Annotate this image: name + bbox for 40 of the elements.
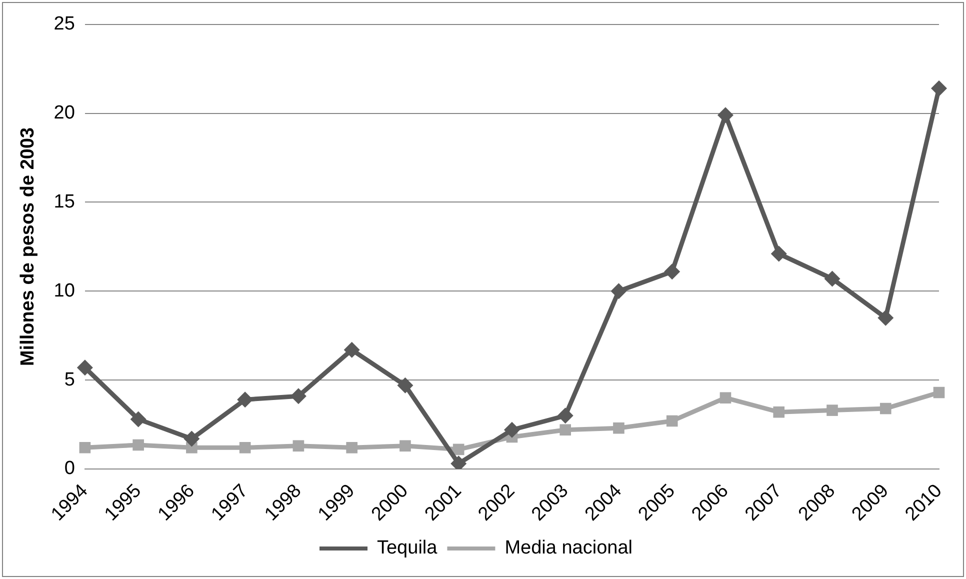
point [452, 444, 464, 456]
point [824, 270, 840, 287]
point [292, 440, 304, 452]
point [770, 246, 787, 262]
point [666, 415, 678, 427]
point [560, 424, 572, 436]
point [664, 264, 680, 280]
y-tick-label: 5 [64, 369, 75, 390]
point [290, 388, 306, 404]
point [717, 107, 734, 124]
point [826, 404, 838, 416]
point [130, 411, 146, 428]
point [878, 310, 894, 326]
point [184, 430, 200, 447]
point [344, 342, 360, 358]
point [76, 360, 93, 376]
point [931, 80, 947, 96]
point [613, 422, 624, 434]
point [397, 377, 414, 394]
point [880, 402, 892, 414]
point [773, 406, 785, 418]
point [400, 440, 411, 452]
point [239, 442, 251, 454]
y-tick-label: 15 [54, 191, 75, 212]
y-tick-label: 20 [54, 102, 75, 124]
point [132, 439, 144, 451]
point [610, 283, 627, 300]
point [346, 442, 358, 454]
point [933, 386, 945, 398]
point [557, 408, 574, 424]
point [720, 392, 732, 404]
y-tick-label: 0 [64, 458, 75, 480]
y-axis-title: Millones de pesos de 2003 [18, 127, 39, 366]
point [79, 442, 91, 454]
point [504, 422, 520, 438]
point [237, 392, 254, 408]
y-tick-label: 10 [54, 280, 75, 302]
y-tick-label: 25 [54, 14, 75, 35]
legend-label: Media nacional [504, 538, 633, 559]
legend-label: Tequila [376, 538, 438, 559]
